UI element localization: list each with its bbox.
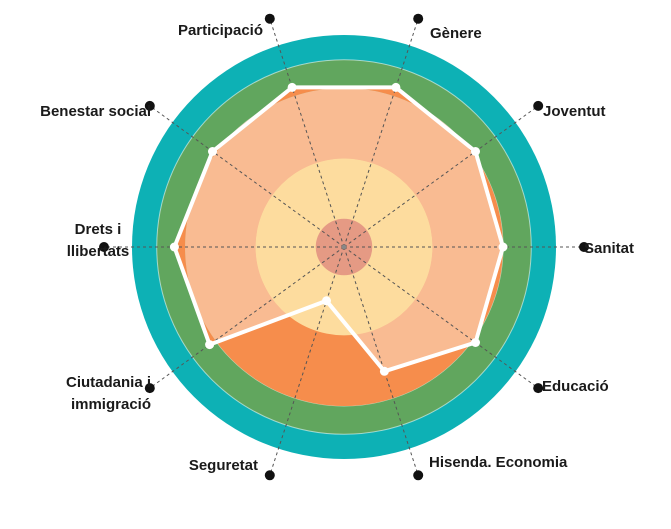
axis-label-0: Gènere [430, 25, 482, 42]
axis-label-6-line-0: Ciutadania i [66, 374, 151, 391]
radar-axes [99, 13, 589, 481]
axis-label-5-line-0: Seguretat [189, 457, 258, 474]
series-point-1 [471, 147, 480, 156]
axis-line-1 [343, 105, 539, 248]
axis-label-1-line-0: Joventut [543, 103, 606, 120]
axis-label-9-line-0: Participació [178, 22, 263, 39]
axis-line-8 [149, 105, 345, 248]
series-point-2 [498, 242, 508, 252]
axis-label-6: Ciutadania i immigració [66, 374, 151, 413]
axis-marker-1 [533, 100, 544, 111]
axis-marker-7 [99, 242, 109, 252]
axis-line-3 [343, 246, 539, 389]
axis-labels: Gènere Joventut Sanitat Educació Hisenda. Ec… [40, 22, 634, 474]
series-point-3 [471, 338, 480, 347]
axis-marker-9 [264, 13, 275, 24]
axis-label-7-line-1: llibertats [67, 243, 130, 260]
axis-label-8-line-0: Benestar social [40, 103, 151, 120]
axis-label-8: Benestar social [40, 103, 151, 120]
axis-label-5: Seguretat [189, 457, 258, 474]
series-point-9 [287, 82, 297, 92]
series-outline [169, 82, 508, 376]
axis-marker-3 [533, 383, 544, 394]
axis-marker-2 [579, 242, 589, 252]
axis-line-6 [149, 246, 345, 389]
axis-marker-6 [144, 383, 155, 394]
axis-label-9: Participació [178, 22, 263, 39]
axis-label-7-line-0: Drets i [75, 221, 122, 238]
axis-marker-8 [144, 100, 155, 111]
series-point-0 [391, 82, 401, 92]
series-point-4 [379, 366, 389, 376]
axis-label-4-line-0: Hisenda. Economia [429, 454, 568, 471]
series-point-6 [205, 340, 215, 350]
axis-label-3: Educació [542, 378, 609, 395]
axis-line-5 [269, 246, 345, 476]
axis-label-2: Sanitat [584, 240, 634, 257]
axis-marker-0 [413, 13, 424, 24]
axis-line-0 [343, 18, 419, 248]
series-point-5 [322, 296, 331, 306]
axis-label-1: Joventut [543, 103, 606, 120]
axis-label-4: Hisenda. Economia [429, 454, 568, 471]
axis-label-2-line-0: Sanitat [584, 240, 634, 257]
axis-line-9 [269, 18, 345, 248]
axis-marker-4 [413, 470, 424, 481]
axis-label-0-line-0: Gènere [430, 25, 482, 42]
axis-label-3-line-0: Educació [542, 378, 609, 395]
axis-label-6-line-1: immigració [71, 396, 151, 413]
uncovered-area [174, 87, 503, 407]
axis-label-7: Drets i llibertats [67, 221, 130, 260]
series-point-7 [169, 242, 179, 252]
center-dot [341, 244, 347, 250]
series-point-8 [208, 147, 217, 156]
axis-marker-5 [264, 470, 275, 481]
axis-line-4 [343, 246, 419, 476]
